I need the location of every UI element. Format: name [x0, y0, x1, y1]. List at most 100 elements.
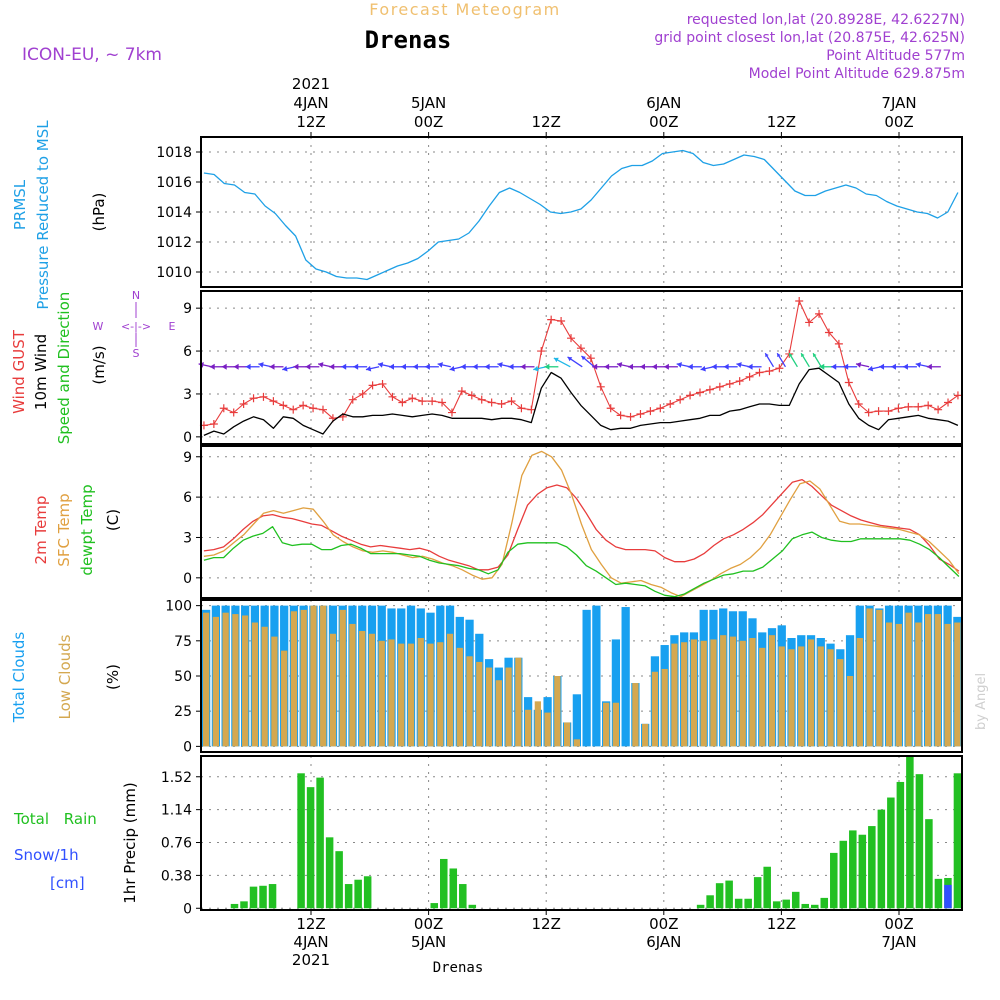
wind-arrow-head [915, 362, 922, 368]
rain-bar [268, 884, 277, 909]
gust-marker [229, 408, 238, 417]
label-wind-gust: Wind GUST [10, 329, 28, 414]
rain-bar [830, 852, 838, 909]
bottom-axis-label: 00Z [414, 915, 443, 933]
wind-arrow [711, 363, 726, 370]
low-cloud-bar [827, 649, 834, 747]
bottom-axis-label: 12Z [296, 915, 325, 933]
gust-marker [586, 354, 595, 363]
watermark: by Angel [974, 673, 989, 730]
gust-marker [686, 391, 695, 400]
low-cloud-bar [690, 639, 698, 747]
rain-bar [839, 840, 848, 909]
gust-marker [844, 378, 853, 387]
gridpoint-coords: grid point closest lon,lat (20.875E, 42.… [654, 30, 965, 46]
wind-arrow [592, 363, 607, 370]
gust-marker [487, 398, 496, 407]
rain-bar [868, 826, 876, 909]
wind-arrow-head [567, 356, 573, 362]
gust-marker [745, 372, 754, 381]
compass-e: E [169, 320, 176, 333]
wind-arrow [567, 356, 583, 368]
rain-bar [230, 903, 239, 909]
model-label: ICON-EU, ~ 7km [22, 45, 162, 65]
wind-arrow [318, 362, 332, 368]
wind-arrow [819, 363, 834, 370]
wind-arrow [747, 363, 762, 370]
low-cloud-bar [368, 633, 376, 747]
wind-arrow-head [449, 365, 455, 372]
gust-marker [924, 401, 933, 410]
bottom-axis-label: 00Z [884, 915, 913, 933]
low-cloud-bar [759, 647, 766, 747]
wind-arrow [449, 365, 463, 372]
gust-marker [824, 328, 833, 337]
wind-arrow-head [544, 363, 550, 370]
top-axis-label: 12Z [296, 113, 325, 131]
wind-arrow [736, 362, 750, 368]
wind-panel: 0 3 6 9 [183, 290, 963, 446]
wind-arrow [788, 352, 798, 368]
y-tick-label: 1012 [156, 235, 192, 251]
wind-arrow-head [747, 363, 753, 370]
gust-marker [557, 317, 566, 326]
wind-arrow-head [305, 363, 311, 370]
wind-arrow-head [329, 363, 335, 370]
wind-arrow-head [819, 363, 825, 370]
low-cloud-bar [846, 676, 854, 747]
gust-marker [467, 391, 476, 400]
rain-bar [887, 797, 895, 909]
compass-rose: N S W E <-|-> [93, 289, 176, 360]
wind-arrow-head [353, 363, 359, 370]
rain-bar [725, 880, 733, 909]
rain-bar [459, 884, 467, 909]
low-cloud-bar [456, 647, 463, 747]
wind-arrow [245, 363, 260, 370]
wind-arrow [663, 363, 678, 370]
low-cloud-bar [720, 635, 727, 747]
wind-arrow [764, 352, 775, 368]
temperature-labels: 2m Temp SFC Temp dewpt Temp (C) [32, 484, 122, 575]
wind-arrow-head [855, 362, 862, 368]
top-axis-label: 2021 [292, 75, 330, 93]
panel-border [200, 136, 963, 288]
wind-arrow-head [553, 357, 559, 363]
total-cloud-bar [582, 609, 591, 747]
rain-bar [297, 773, 305, 909]
label-hpa: (hPa) [90, 193, 108, 232]
bottom-axis-label: 6JAN [646, 933, 681, 951]
wind-arrow-head [867, 365, 874, 372]
wind-arrow-head [676, 362, 683, 368]
low-cloud-bar [749, 638, 756, 747]
gust-marker [477, 395, 486, 404]
rain-bar [335, 851, 343, 909]
gust-marker [289, 405, 298, 414]
rain-bar [344, 884, 353, 909]
low-cloud-bar [612, 702, 620, 747]
wind-arrow-head [616, 362, 623, 368]
wind-arrow-head [508, 363, 514, 370]
gust-marker [497, 399, 506, 408]
wind-arrow [812, 352, 822, 368]
wind-arrow [353, 363, 368, 370]
y-tick-label: 1018 [156, 145, 192, 161]
wind-arrow-head [400, 363, 406, 370]
temperature-panel: 0 3 6 9 [183, 445, 963, 599]
rain-bar [791, 891, 800, 909]
gust-marker [259, 392, 268, 401]
rain-bar [811, 904, 819, 909]
model-altitude: Model Point Altitude 629.875m [749, 66, 965, 82]
y-tick-label: 1014 [156, 205, 192, 221]
gust-marker [705, 385, 714, 394]
panel-border [200, 290, 963, 445]
top-axis-label: 00Z [649, 113, 678, 131]
wind-arrow [460, 363, 475, 370]
panel-border [200, 445, 963, 599]
low-cloud-bar [505, 667, 512, 747]
gust-marker [715, 382, 724, 391]
wind-arrow [412, 363, 427, 370]
low-cloud-bar [573, 739, 580, 747]
gust-line [203, 300, 959, 426]
gust-marker [596, 382, 605, 391]
